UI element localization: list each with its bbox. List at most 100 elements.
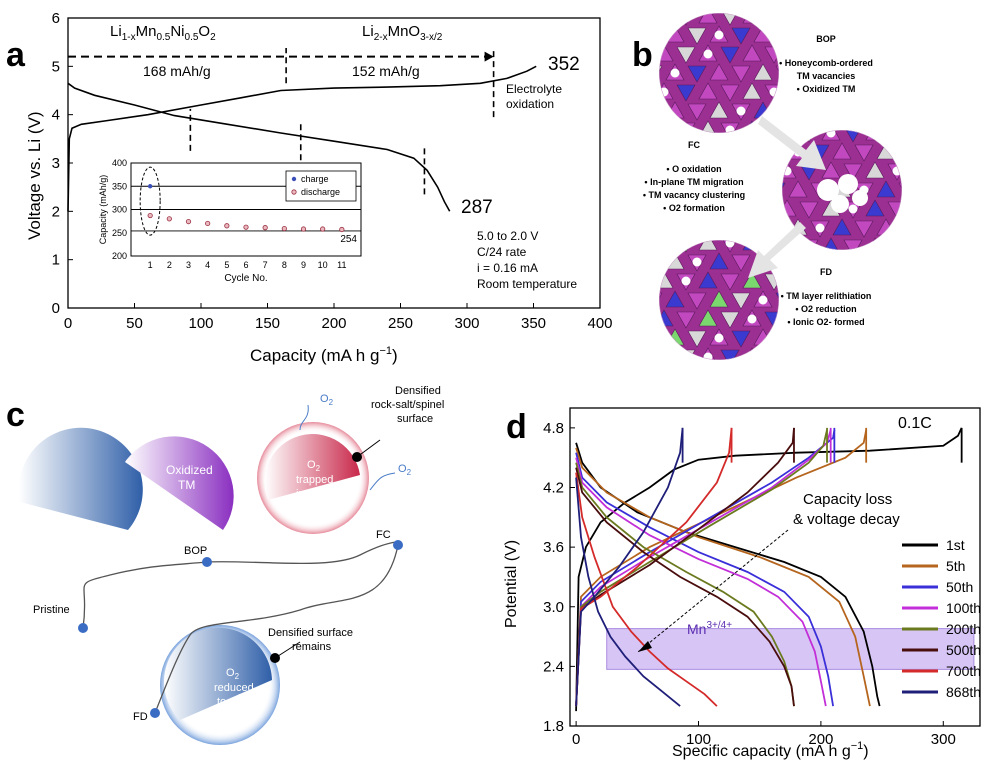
lattice-tile bbox=[709, 101, 729, 119]
a-inset-x-axis-label: Cycle No. bbox=[224, 273, 267, 284]
a-x-tick-label: 300 bbox=[454, 315, 479, 332]
pristine-state-node[interactable] bbox=[78, 623, 88, 633]
lattice-tile bbox=[698, 82, 718, 100]
panel-c-svg: Oxidized TM Densified rock-salt/spinel s… bbox=[18, 385, 444, 745]
lattice-tile bbox=[954, 276, 972, 292]
a-inset-y-tick-label: 350 bbox=[112, 181, 127, 191]
c-state-bop: BOP bbox=[184, 545, 207, 557]
fd-surface-leader bbox=[274, 641, 301, 659]
a-inset-first-cycle-circle bbox=[139, 166, 161, 236]
lattice-tile bbox=[723, 145, 741, 161]
lattice-tile bbox=[764, 349, 779, 360]
lattice-tile bbox=[782, 220, 786, 238]
lattice-tile bbox=[932, 202, 950, 218]
b-state-title: FC bbox=[688, 140, 700, 150]
lattice-tile bbox=[855, 107, 873, 123]
a-inset-charge-point bbox=[147, 184, 153, 189]
lattice-tile bbox=[809, 350, 827, 360]
a-inset-x-tick-label: 1 bbox=[148, 260, 153, 270]
lattice-tile bbox=[676, 311, 696, 329]
lattice-tile bbox=[633, 47, 651, 63]
lattice-tile bbox=[745, 143, 763, 159]
panel-label-c: c bbox=[6, 396, 25, 434]
b-state-bullet: • O2 reduction bbox=[795, 304, 856, 314]
lattice-tile bbox=[745, 181, 763, 197]
lattice-tile bbox=[732, 217, 750, 233]
d-charge-curve-1st bbox=[575, 427, 963, 712]
lattice-tile bbox=[743, 159, 761, 175]
a-y-tick-label: 2 bbox=[52, 203, 60, 220]
lattice-tile bbox=[798, 102, 816, 118]
a-inset-legend-discharge-label: discharge bbox=[301, 187, 340, 197]
lattice-tile bbox=[742, 240, 762, 251]
d-y-tick-label: 3.0 bbox=[543, 599, 564, 616]
d-legend-label-868th: 868th bbox=[946, 684, 981, 700]
lattice-tile bbox=[822, 276, 840, 292]
d-discharge-curve-50th bbox=[575, 452, 834, 707]
lattice-tile bbox=[811, 107, 829, 123]
lattice-tile bbox=[898, 144, 902, 162]
lattice-vacancy bbox=[915, 243, 924, 252]
lattice-tile bbox=[633, 236, 651, 252]
lattice-tile bbox=[743, 196, 761, 212]
lattice-tile bbox=[820, 104, 838, 120]
lattice-tile bbox=[698, 309, 718, 327]
lattice-vacancy bbox=[803, 258, 812, 267]
lattice-tile bbox=[775, 254, 779, 272]
lattice-tile bbox=[877, 257, 895, 273]
a-discharge-curve bbox=[67, 82, 451, 212]
lattice-tile bbox=[644, 142, 662, 158]
lattice-tile bbox=[742, 82, 762, 100]
o2-escape-curve-2 bbox=[369, 472, 396, 491]
lattice-vacancy bbox=[739, 205, 748, 214]
lattice-vacancy bbox=[937, 129, 946, 138]
lattice-tile bbox=[943, 107, 961, 123]
lattice-tile bbox=[943, 259, 961, 275]
lattice-tile bbox=[954, 200, 972, 216]
a-inset-discharge-point bbox=[243, 224, 249, 230]
lattice-tile bbox=[676, 46, 696, 64]
c-oxidized-label-2: TM bbox=[178, 478, 195, 492]
fd-state-node[interactable] bbox=[150, 708, 160, 718]
d-x-axis-label: Specific capacity (mA h g−1) bbox=[672, 740, 869, 760]
lattice-tile bbox=[775, 27, 779, 45]
lattice-tile bbox=[659, 27, 663, 45]
lattice-tile bbox=[887, 130, 902, 143]
lattice-tile bbox=[756, 202, 774, 218]
lattice-tile bbox=[775, 103, 779, 121]
lattice-tile bbox=[821, 161, 841, 179]
lattice-vacancy bbox=[747, 314, 757, 324]
lattice-tile bbox=[731, 65, 751, 83]
c-densified-label-3: surface bbox=[397, 413, 433, 425]
a-condition-3: i = 0.16 mA bbox=[477, 261, 538, 275]
lattice-tile bbox=[688, 217, 706, 233]
lattice-vacancy bbox=[638, 12, 647, 21]
fc-state-node[interactable] bbox=[393, 540, 403, 550]
a-x-tick-label: 400 bbox=[587, 315, 612, 332]
c-remains-label-1: Densified surface bbox=[268, 627, 353, 639]
lattice-tile bbox=[866, 276, 884, 292]
d-x-tick-label: 100 bbox=[686, 731, 711, 748]
lattice-tile bbox=[778, 276, 796, 292]
bop-state-node[interactable] bbox=[202, 557, 212, 567]
lattice-tile bbox=[888, 88, 906, 104]
b-state-bullet: TM vacancies bbox=[797, 71, 856, 81]
lattice-tile bbox=[687, 103, 707, 121]
lattice-vacancy bbox=[630, 220, 636, 229]
lattice-tile bbox=[709, 63, 729, 81]
lattice-void bbox=[831, 195, 849, 213]
d-y-tick-label: 1.8 bbox=[543, 718, 564, 735]
lattice-vacancy bbox=[781, 69, 790, 78]
a-phase2-label: Li2-xMnO3-x/2 bbox=[362, 23, 443, 43]
lattice-tile bbox=[821, 237, 841, 250]
lattice-tile bbox=[865, 199, 885, 217]
a-phase-arrowhead bbox=[484, 51, 494, 62]
a-condition-2: C/24 rate bbox=[477, 245, 527, 259]
d-charge-curve-5th bbox=[575, 429, 868, 707]
lattice-tile bbox=[633, 274, 651, 290]
lattice-tile bbox=[659, 120, 674, 133]
lattice-tile bbox=[742, 271, 762, 289]
lattice-tile bbox=[659, 13, 674, 24]
d-y-tick-label: 4.8 bbox=[543, 420, 564, 437]
a-inset-discharge-point bbox=[262, 225, 268, 231]
